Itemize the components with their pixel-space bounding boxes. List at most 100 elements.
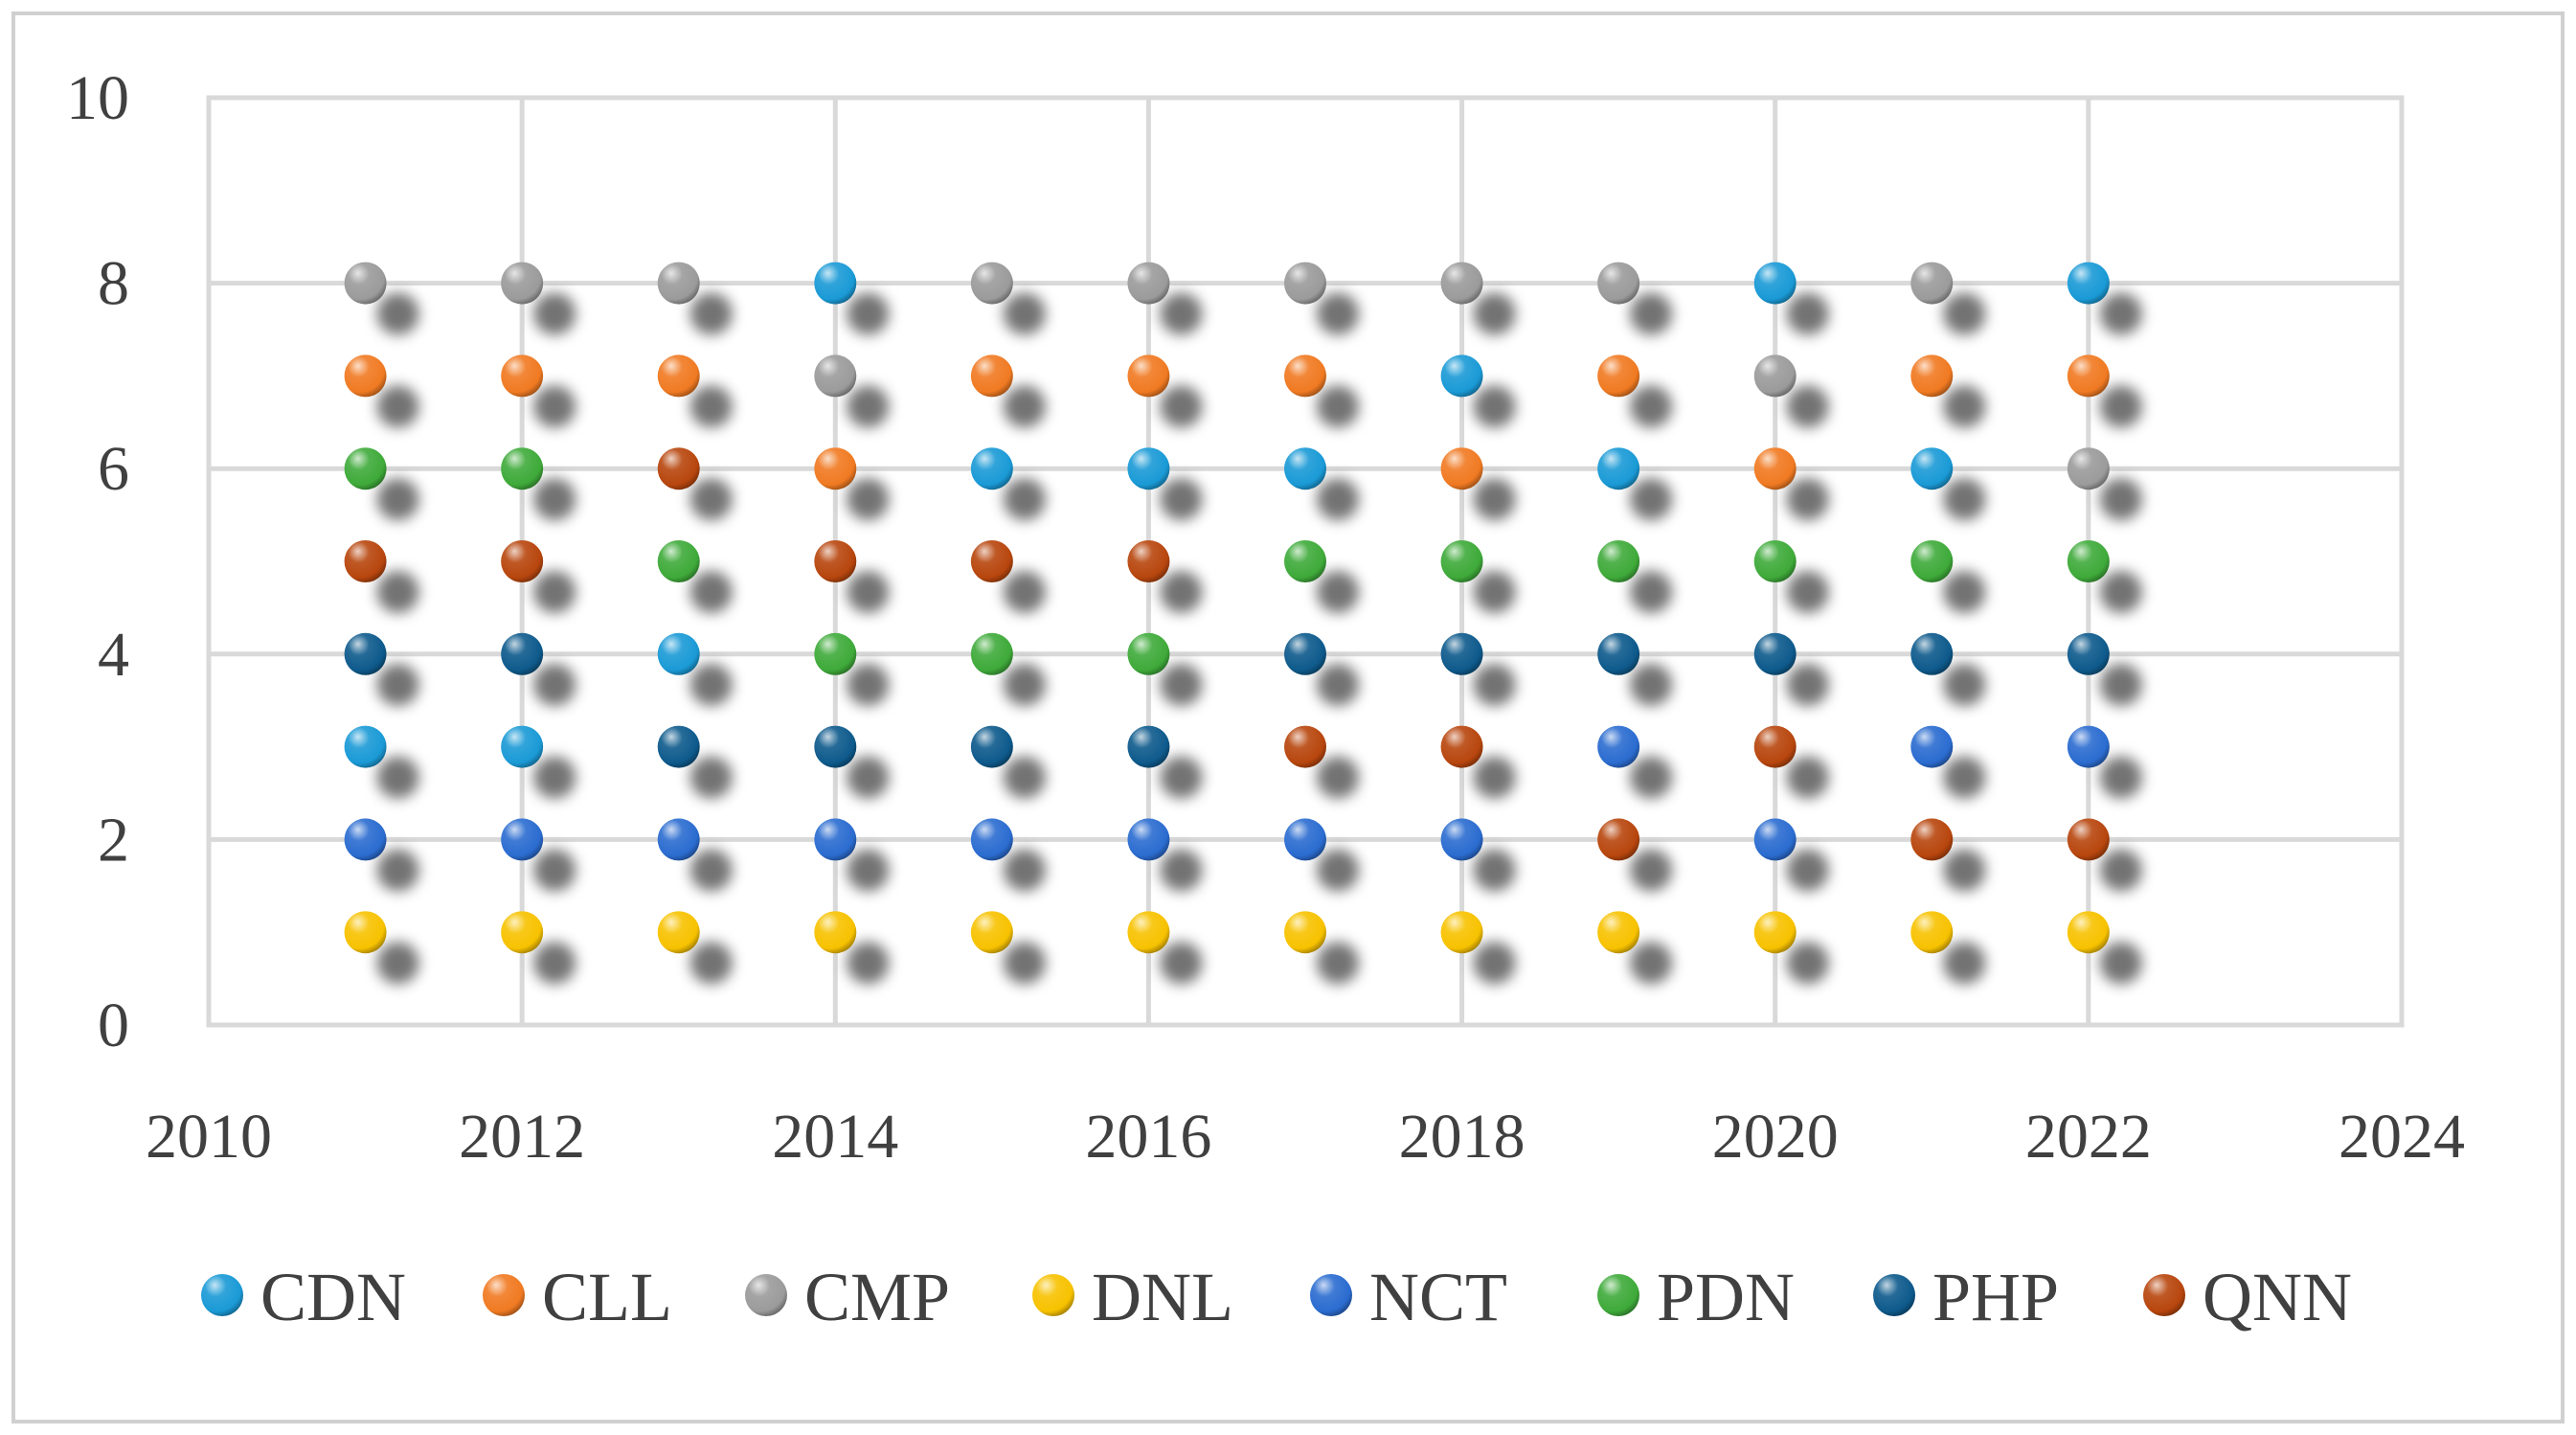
data-point-qnn [1910, 818, 1954, 861]
marker-shadow [2099, 571, 2142, 613]
marker-shadow [847, 849, 890, 892]
marker-shadow [533, 292, 576, 335]
marker-shadow [1630, 942, 1673, 985]
legend-marker [2143, 1274, 2185, 1316]
data-point-nct [1597, 725, 1640, 768]
marker-shadow [1786, 756, 1829, 799]
legend-item-cdn: CDN [201, 1259, 406, 1335]
data-point-nct [501, 818, 544, 861]
legend-item-cll: CLL [483, 1259, 672, 1335]
marker-shadow [1317, 849, 1359, 892]
data-point-cdn [2067, 262, 2110, 305]
data-point-nct [1284, 818, 1326, 861]
marker-shadow [2099, 385, 2142, 428]
marker-shadow [376, 571, 419, 613]
legend-label: NCT [1369, 1259, 1507, 1335]
marker-shadow [1943, 385, 1986, 428]
marker-shadow [1943, 756, 1986, 799]
data-point-pdn [970, 632, 1013, 675]
data-point-pdn [1597, 540, 1640, 582]
data-point-nct [1910, 725, 1954, 768]
x-tick-label: 2016 [1085, 1102, 1211, 1172]
marker-shadow [847, 756, 890, 799]
data-point-cll [657, 354, 700, 398]
marker-shadow [1786, 478, 1829, 521]
marker-shadow [533, 571, 576, 613]
data-point-cmp [1753, 354, 1796, 398]
marker-shadow [1630, 385, 1673, 428]
x-tick-label: 2022 [2025, 1102, 2152, 1172]
marker-shadow [1630, 292, 1673, 335]
marker-shadow [2099, 849, 2142, 892]
legend-marker [201, 1274, 243, 1316]
marker-shadow [689, 478, 733, 521]
marker-shadow [533, 942, 576, 985]
marker-shadow [1160, 478, 1203, 521]
marker-shadow [1473, 478, 1516, 521]
data-point-qnn [970, 540, 1013, 582]
marker-shadow [376, 478, 419, 521]
marker-shadow [1317, 663, 1359, 706]
legend-label: CDN [260, 1259, 406, 1335]
legend-label: PDN [1657, 1259, 1795, 1335]
legend-marker [745, 1274, 787, 1316]
data-point-php [1440, 632, 1483, 675]
data-point-dnl [1910, 911, 1954, 954]
marker-shadow [2099, 292, 2142, 335]
data-point-php [814, 725, 857, 768]
data-point-cmp [1127, 262, 1170, 305]
marker-shadow [847, 571, 890, 613]
data-point-qnn [1753, 725, 1796, 768]
legend-marker [1873, 1274, 1915, 1316]
marker-shadow [376, 663, 419, 706]
legend-item-php: PHP [1873, 1259, 2059, 1335]
data-point-php [657, 725, 700, 768]
marker-shadow [533, 756, 576, 799]
data-point-cll [814, 447, 857, 490]
data-point-qnn [1440, 725, 1483, 768]
data-point-pdn [814, 632, 857, 675]
x-tick-label: 2018 [1399, 1102, 1525, 1172]
data-point-pdn [344, 447, 387, 490]
legend: CDN CLL CMP DNL NCT PDN PHP QNN [201, 1259, 2352, 1335]
data-point-nct [657, 818, 700, 861]
data-point-cll [1753, 447, 1796, 490]
marker-shadow [1160, 849, 1203, 892]
data-point-dnl [2067, 911, 2110, 954]
marker-shadow [1003, 571, 1046, 613]
data-point-qnn [1127, 540, 1170, 582]
data-point-php [501, 632, 544, 675]
data-point-cll [1597, 354, 1640, 398]
marker-shadow [1473, 849, 1516, 892]
marker-shadow [847, 478, 890, 521]
data-point-cll [1284, 354, 1326, 398]
data-point-pdn [501, 447, 544, 490]
marker-shadow [1003, 663, 1046, 706]
y-tick-label: 10 [66, 63, 129, 133]
data-point-nct [1127, 818, 1170, 861]
marker-shadow [1943, 478, 1986, 521]
marker-shadow [1630, 478, 1673, 521]
data-point-cmp [1910, 262, 1954, 305]
legend-label: CMP [804, 1259, 950, 1335]
data-point-qnn [814, 540, 857, 582]
data-point-cmp [1597, 262, 1640, 305]
data-point-pdn [1910, 540, 1954, 582]
data-point-nct [2067, 725, 2110, 768]
legend-marker [1032, 1274, 1074, 1316]
data-point-cll [1127, 354, 1170, 398]
x-tick-label: 2014 [772, 1102, 898, 1172]
marker-shadow [533, 663, 576, 706]
data-point-cll [501, 354, 544, 398]
marker-shadow [376, 385, 419, 428]
data-point-dnl [657, 911, 700, 954]
data-point-cmp [344, 262, 387, 305]
marker-shadow [847, 663, 890, 706]
data-point-dnl [1597, 911, 1640, 954]
marker-shadow [1473, 756, 1516, 799]
legend-marker [1310, 1274, 1352, 1316]
data-point-pdn [657, 540, 700, 582]
marker-shadow [1630, 849, 1673, 892]
marker-shadow [1943, 663, 1986, 706]
marker-shadow [1473, 385, 1516, 428]
